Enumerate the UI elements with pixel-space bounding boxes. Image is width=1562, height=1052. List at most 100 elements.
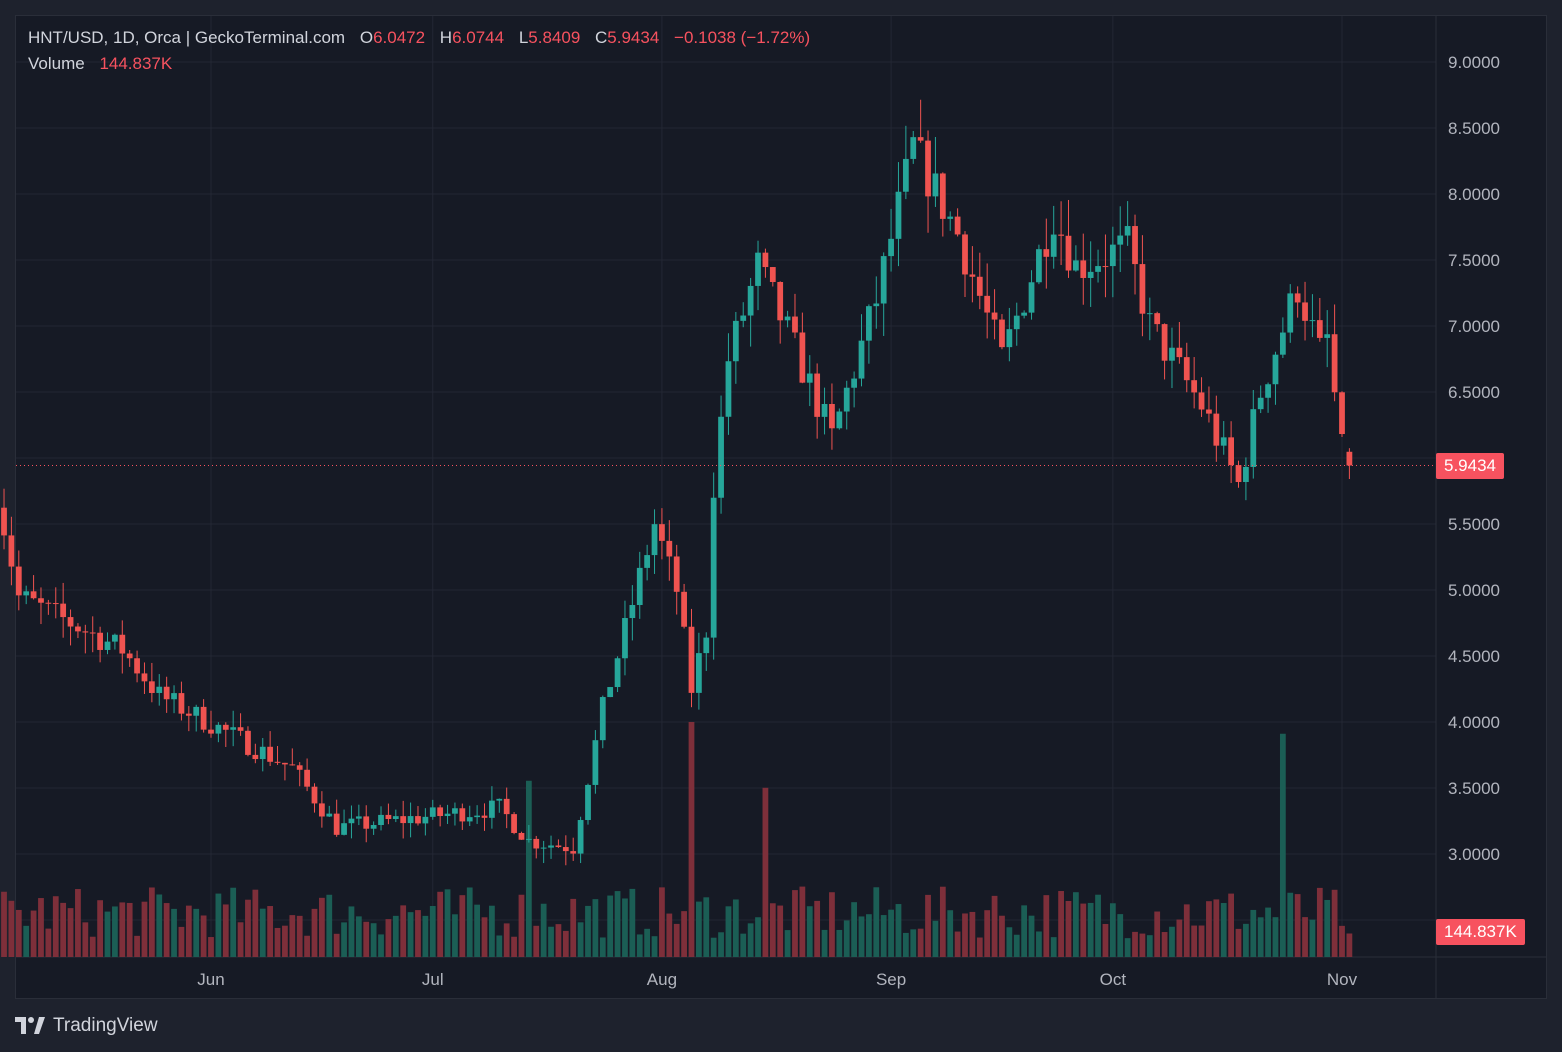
volume-bar — [1169, 926, 1175, 957]
candle-body — [784, 316, 791, 321]
volume-bar — [134, 935, 140, 957]
volume-bar — [318, 897, 325, 957]
price-axis-label: 7.0000 — [1448, 317, 1500, 336]
chart-frame[interactable] — [15, 15, 1547, 999]
candle-body — [629, 604, 636, 619]
candle-body — [326, 813, 333, 817]
candle-body — [866, 306, 872, 341]
volume-bar — [474, 904, 481, 957]
candle-body — [888, 238, 894, 257]
candle-body — [562, 847, 569, 852]
candle-body — [939, 173, 946, 219]
candle-body — [378, 814, 384, 826]
volume-bar — [437, 891, 444, 957]
candle-body — [1117, 235, 1124, 245]
volume-bar — [1072, 892, 1079, 957]
candle-body — [171, 693, 177, 700]
tradingview-logo[interactable]: TradingView — [15, 1015, 158, 1037]
volume-bar — [1331, 889, 1338, 957]
candle-body — [1021, 312, 1028, 316]
candle-body — [23, 591, 30, 596]
candle-body — [999, 319, 1005, 348]
volume-bar — [932, 920, 939, 957]
symbol-label[interactable]: HNT/USD, 1D, Orca | GeckoTerminal.com — [28, 28, 346, 47]
volume-bar — [688, 722, 695, 957]
candle-body — [1191, 380, 1198, 393]
candle-body — [1169, 347, 1175, 361]
volume-bar — [97, 900, 104, 957]
volume-bars — [1, 722, 1353, 957]
volume-bar — [991, 895, 998, 957]
volume-bar — [910, 929, 917, 957]
candle-body — [400, 816, 407, 824]
volume-bar — [141, 901, 148, 957]
candle-body — [52, 603, 59, 605]
candle-body — [806, 373, 813, 383]
volume-bar — [185, 905, 192, 957]
volume-bar — [489, 905, 495, 957]
candle-body — [1206, 409, 1212, 414]
candle-body — [1154, 313, 1161, 325]
volume-bar — [1287, 892, 1294, 957]
volume-bar — [984, 910, 991, 957]
candle-body — [1272, 354, 1279, 385]
candle-body — [1250, 409, 1257, 467]
candle-body — [82, 631, 89, 633]
time-axis-label: Jul — [422, 970, 444, 989]
volume-bar — [289, 915, 296, 957]
candle-body — [1058, 234, 1064, 236]
volume-bar — [614, 891, 621, 957]
candle-body — [496, 798, 503, 801]
candle-body — [134, 658, 140, 674]
candle-body — [1036, 249, 1042, 283]
candle-body — [1095, 266, 1101, 272]
candle-body — [296, 765, 303, 770]
volume-bar — [858, 916, 865, 957]
volume-bar — [895, 904, 902, 957]
candle-body — [67, 617, 74, 627]
candle-body — [415, 816, 421, 824]
volume-bar — [1006, 927, 1013, 957]
candle-body — [289, 764, 296, 766]
candle-body — [910, 137, 917, 159]
candle-body — [1087, 271, 1094, 278]
candle-body — [282, 762, 288, 765]
volume-bar — [570, 898, 577, 957]
volume-label[interactable]: Volume — [28, 54, 85, 73]
candle-body — [363, 816, 370, 829]
volume-bar — [1065, 900, 1072, 957]
candle-body — [525, 838, 532, 840]
candle-body — [1102, 266, 1109, 268]
candle-body — [348, 818, 355, 824]
last-volume-tag: 144.837K — [1436, 919, 1525, 945]
candle-body — [644, 555, 651, 568]
volume-bar — [1279, 733, 1286, 957]
candle-body — [659, 524, 665, 541]
volume-bar — [1324, 899, 1331, 957]
volume-bar — [8, 900, 15, 957]
volume-bar — [732, 899, 739, 957]
volume-bar — [1176, 919, 1183, 957]
volume-bar — [1339, 925, 1345, 957]
volume-bar — [452, 914, 458, 957]
volume-bar — [1117, 914, 1124, 957]
last-price-tag: 5.9434 — [1436, 453, 1504, 479]
volume-bar — [503, 923, 510, 957]
volume-bar — [252, 889, 259, 957]
price-axis-label: 3.0000 — [1448, 845, 1500, 864]
candle-body — [148, 681, 155, 693]
open-value: 6.0472 — [373, 28, 426, 47]
volume-bar — [880, 915, 887, 957]
candle-body — [695, 653, 702, 693]
candle-body — [370, 825, 377, 829]
volume-bar — [555, 924, 562, 957]
volume-bar — [969, 911, 976, 957]
volume-bar — [939, 886, 946, 957]
volume-bar — [363, 921, 370, 957]
candle-body — [577, 820, 584, 854]
volume-bar — [585, 905, 591, 957]
volume-bar — [112, 906, 118, 957]
candle-body — [1331, 334, 1338, 393]
candle-body — [444, 813, 451, 817]
